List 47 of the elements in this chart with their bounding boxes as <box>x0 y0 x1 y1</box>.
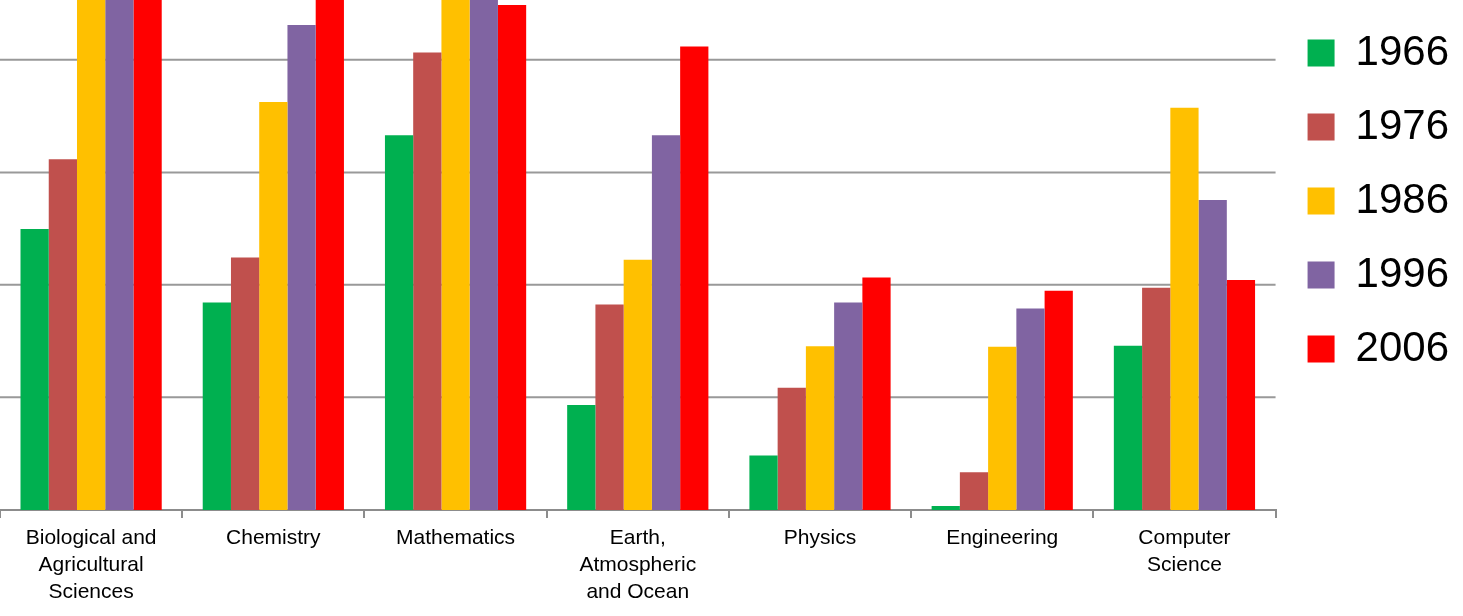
bar <box>651 135 681 511</box>
bar <box>1142 287 1171 511</box>
legend-label: 2006 <box>1355 322 1449 370</box>
x-tick-label: Biological and Agricultural Sciences <box>25 524 157 603</box>
bar <box>623 259 652 511</box>
bar <box>259 102 288 511</box>
bar <box>680 46 709 511</box>
bar <box>834 302 863 511</box>
bar <box>202 302 231 511</box>
bar <box>287 25 316 511</box>
legend-label: 1996 <box>1355 248 1449 296</box>
bar <box>384 135 414 511</box>
bar <box>805 346 835 511</box>
x-tick-label: Engineering <box>946 524 1059 548</box>
x-tick-label: Chemistry <box>226 524 322 548</box>
bar <box>48 159 77 511</box>
bar <box>1044 290 1073 511</box>
bar <box>777 387 806 511</box>
bar <box>749 455 778 511</box>
bar <box>1226 280 1256 511</box>
bar <box>76 0 106 511</box>
bar <box>862 277 891 511</box>
bar <box>469 0 498 511</box>
bar <box>315 0 344 511</box>
x-tick-label: Mathematics <box>396 524 516 548</box>
bar <box>441 0 470 511</box>
bar <box>230 257 260 511</box>
bar <box>567 405 596 511</box>
bar <box>20 229 49 511</box>
bar <box>105 0 134 511</box>
bar <box>931 506 960 511</box>
legend-label: 1976 <box>1355 100 1449 148</box>
x-tick-label: Physics <box>783 524 857 548</box>
bar <box>988 346 1017 511</box>
bar <box>595 304 624 511</box>
bar <box>1113 345 1143 511</box>
x-tick-label: Earth, Atmospheric and Ocean <box>579 524 697 603</box>
bar <box>133 0 162 511</box>
legend-label: 1966 <box>1355 26 1449 74</box>
bar <box>959 472 989 511</box>
x-tick-label: Computer Science <box>1138 524 1231 575</box>
bar <box>497 5 527 511</box>
bar <box>413 52 442 511</box>
bar <box>1016 308 1045 511</box>
legend-label: 1986 <box>1355 174 1449 222</box>
bar <box>1198 199 1227 511</box>
bar <box>1170 107 1199 511</box>
